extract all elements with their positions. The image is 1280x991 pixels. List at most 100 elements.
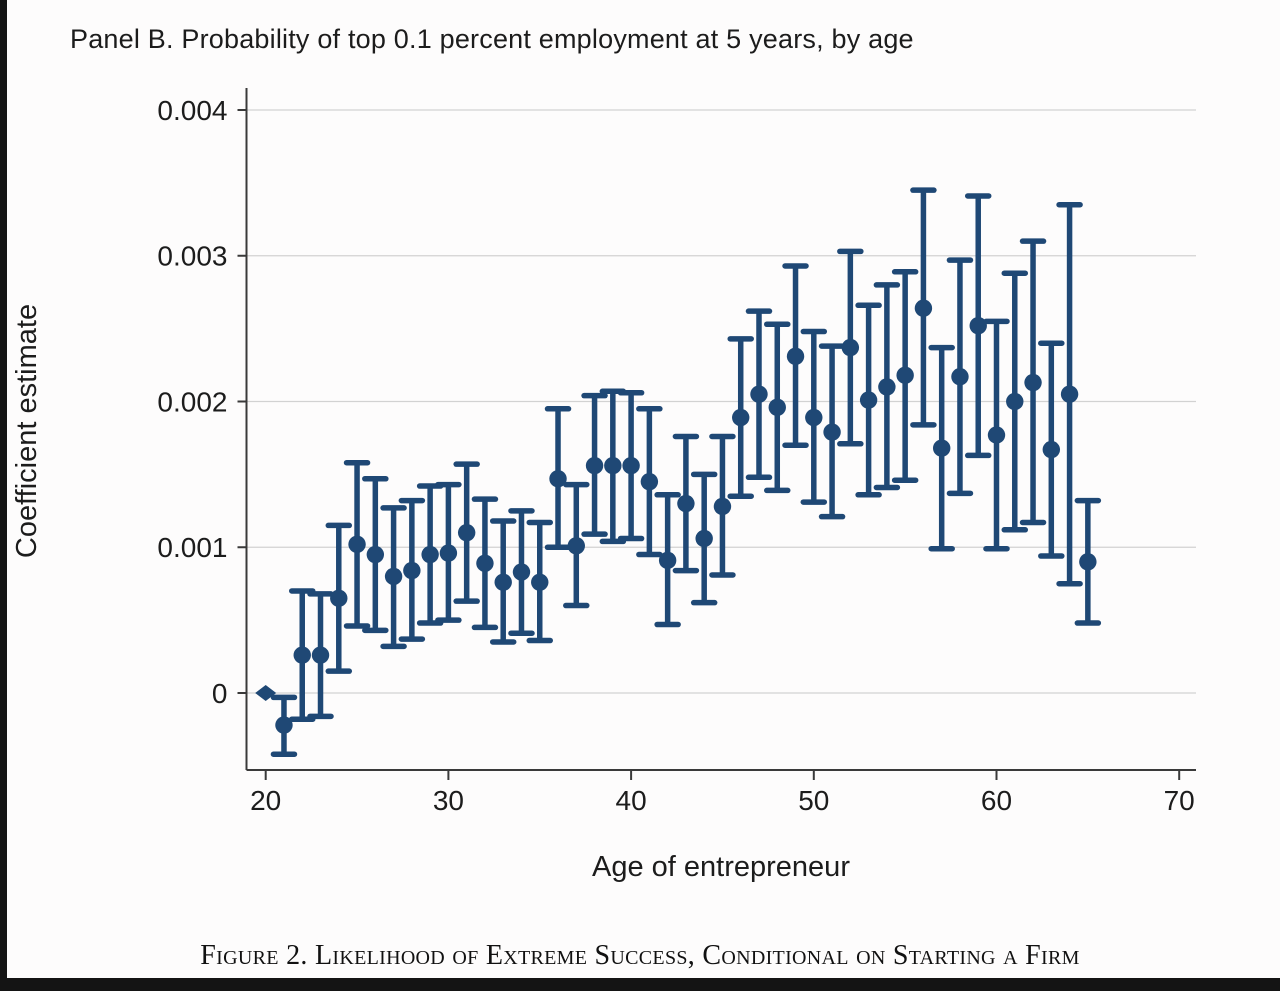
error-bar-age-59 bbox=[964, 193, 992, 459]
data-point-age-57 bbox=[932, 439, 951, 457]
y-tick-label: 0.004 bbox=[157, 95, 227, 126]
data-point-age-60 bbox=[987, 426, 1006, 444]
error-bar-age-37 bbox=[563, 481, 590, 609]
data-point-age-49 bbox=[786, 347, 805, 366]
error-bar-age-54 bbox=[873, 282, 901, 491]
data-point-age-54 bbox=[878, 378, 896, 396]
error-bar-age-49 bbox=[782, 263, 809, 448]
data-point-age-24 bbox=[330, 589, 348, 607]
data-point-age-27 bbox=[384, 567, 403, 586]
data-point-age-37 bbox=[567, 537, 585, 555]
data-point-age-34 bbox=[512, 563, 531, 581]
data-point-age-59 bbox=[969, 317, 987, 335]
error-bar-age-40 bbox=[617, 390, 645, 542]
data-point-age-53 bbox=[859, 391, 878, 409]
error-bar-age-44 bbox=[690, 471, 718, 606]
data-point-age-21 bbox=[275, 716, 293, 734]
x-tick-label: 70 bbox=[1164, 785, 1195, 816]
data-point-age-31 bbox=[457, 523, 476, 542]
data-point-age-58 bbox=[951, 368, 969, 386]
data-point-age-46 bbox=[732, 408, 750, 427]
error-bar-age-29 bbox=[416, 483, 444, 626]
panel-title: Panel B. Probability of top 0.1 percent … bbox=[70, 24, 914, 54]
data-point-age-41 bbox=[640, 472, 659, 491]
error-bar-age-63 bbox=[1038, 340, 1065, 559]
error-bar-age-52 bbox=[837, 248, 864, 447]
data-point-age-40 bbox=[622, 456, 640, 475]
x-tick-label: 30 bbox=[433, 785, 464, 816]
data-point-age-44 bbox=[695, 529, 713, 548]
x-tick-label: 20 bbox=[250, 785, 281, 816]
y-tick-label: 0.003 bbox=[157, 241, 227, 272]
x-tick-label: 60 bbox=[981, 785, 1012, 816]
data-point-age-28 bbox=[403, 561, 421, 580]
error-bar-age-61 bbox=[1001, 270, 1029, 533]
error-bar-age-42 bbox=[654, 492, 681, 628]
error-bar-age-31 bbox=[453, 461, 480, 604]
y-tick-label: 0 bbox=[212, 678, 228, 709]
x-tick-label: 40 bbox=[616, 785, 647, 816]
data-point-age-63 bbox=[1042, 440, 1061, 459]
error-bar-age-27 bbox=[380, 505, 407, 650]
y-tick-label: 0.002 bbox=[157, 386, 227, 417]
data-point-age-45 bbox=[713, 497, 732, 516]
data-point-age-23 bbox=[311, 646, 330, 664]
data-point-age-55 bbox=[896, 366, 914, 384]
error-bar-age-50 bbox=[800, 328, 828, 505]
data-point-age-38 bbox=[585, 456, 604, 475]
error-bar-age-33 bbox=[489, 518, 517, 645]
figure-caption: Figure 2. Likelihood of Extreme Success,… bbox=[200, 940, 1080, 971]
error-bar-age-56 bbox=[910, 187, 937, 428]
error-bar-age-53 bbox=[855, 302, 882, 498]
data-point-age-47 bbox=[750, 385, 768, 403]
data-point-age-48 bbox=[768, 398, 786, 417]
error-bar-age-43 bbox=[672, 433, 700, 574]
error-bar-age-64 bbox=[1056, 201, 1083, 587]
data-point-age-32 bbox=[476, 554, 494, 572]
error-bar-age-47 bbox=[745, 308, 773, 481]
error-bar-age-48 bbox=[764, 321, 791, 494]
x-tick-label: 50 bbox=[798, 785, 829, 816]
data-point-age-26 bbox=[366, 545, 385, 564]
data-point-age-52 bbox=[841, 338, 860, 357]
error-bar-age-24 bbox=[325, 522, 353, 674]
coefficient-plot: 0 0.001 0.002 0.003 0.004 20 30 40 50 60 70 bbox=[157, 88, 1196, 816]
error-bar-age-25 bbox=[343, 459, 371, 629]
data-point-age-65 bbox=[1079, 553, 1097, 571]
error-bar-age-58 bbox=[946, 257, 974, 497]
data-point-age-42 bbox=[658, 551, 677, 570]
error-bar-age-51 bbox=[818, 343, 846, 520]
data-point-age-56 bbox=[914, 299, 933, 317]
letterbox-bottom-band bbox=[0, 978, 1280, 991]
error-bar-age-34 bbox=[508, 508, 535, 636]
error-bar-age-62 bbox=[1019, 238, 1047, 526]
data-point-age-22 bbox=[293, 646, 311, 664]
error-bar-age-23 bbox=[307, 591, 334, 720]
error-bar-age-38 bbox=[581, 392, 608, 537]
error-bar-age-35 bbox=[526, 519, 553, 644]
error-bar-age-21 bbox=[270, 694, 298, 757]
x-axis-label: Age of entrepreneur bbox=[592, 851, 850, 883]
error-bar-age-65 bbox=[1074, 497, 1102, 626]
data-point-age-30 bbox=[439, 544, 458, 562]
error-bar-age-46 bbox=[727, 336, 754, 499]
error-bar-age-22 bbox=[288, 588, 316, 722]
data-point-age-35 bbox=[531, 573, 549, 591]
data-point-age-61 bbox=[1006, 392, 1024, 411]
data-point-age-39 bbox=[604, 456, 622, 475]
error-bar-age-36 bbox=[544, 406, 572, 550]
error-bar-age-55 bbox=[891, 269, 919, 483]
error-bar-age-57 bbox=[928, 344, 955, 552]
letterbox-left-band bbox=[0, 0, 7, 991]
data-point-age-50 bbox=[805, 408, 823, 427]
error-bar-age-32 bbox=[471, 496, 499, 631]
error-bar-age-45 bbox=[709, 433, 736, 578]
error-bar-age-60 bbox=[983, 318, 1010, 552]
data-point-age-33 bbox=[494, 573, 512, 591]
error-bar-age-28 bbox=[398, 497, 426, 642]
data-point-age-43 bbox=[677, 494, 695, 513]
data-point-age-36 bbox=[549, 470, 567, 488]
error-bar-age-41 bbox=[636, 406, 663, 558]
data-point-age-64 bbox=[1060, 385, 1079, 403]
